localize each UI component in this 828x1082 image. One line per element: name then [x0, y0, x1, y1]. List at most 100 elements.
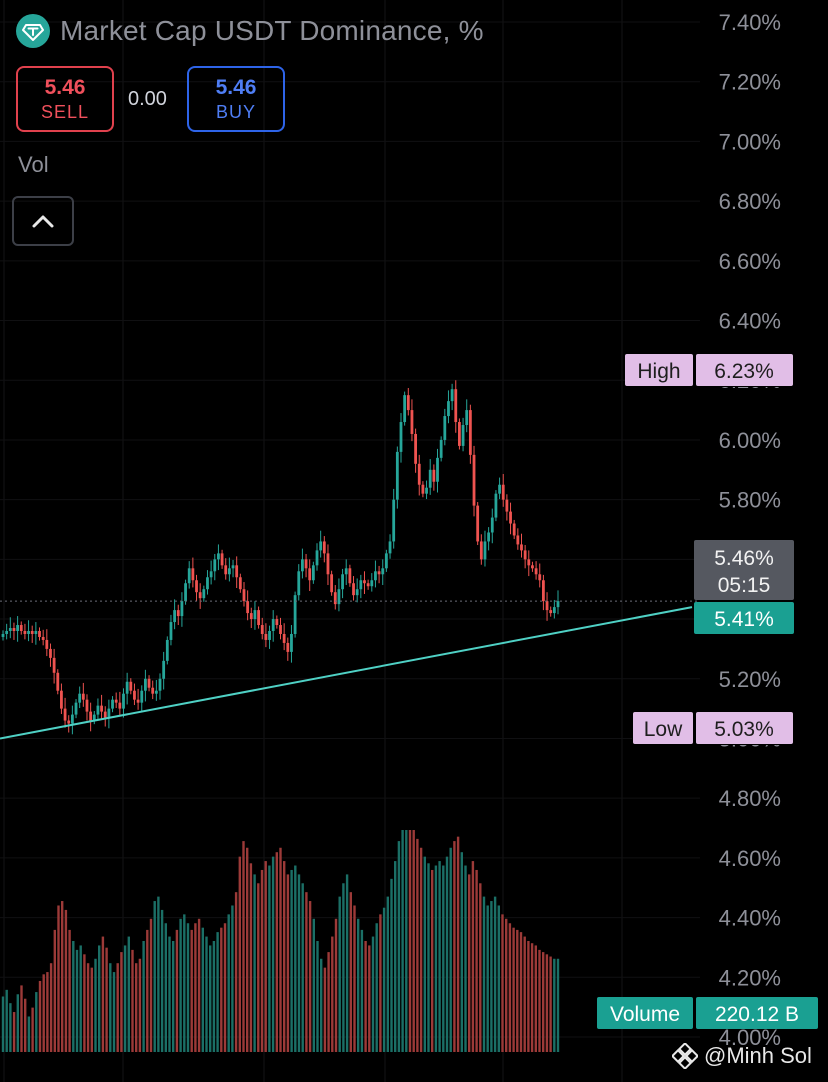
- sell-button[interactable]: 5.46 SELL: [16, 66, 114, 132]
- candle-body: [531, 565, 534, 569]
- y-tick-label: 7.00%: [719, 129, 781, 154]
- candle: [541, 574, 545, 611]
- volume-bar: [357, 918, 360, 1052]
- y-tick-label: 4.00%: [719, 1025, 781, 1050]
- candle: [60, 683, 63, 714]
- volume-bar: [220, 927, 223, 1052]
- volume-bar: [434, 865, 438, 1052]
- volume-bar: [42, 974, 45, 1052]
- y-tick-label: 6.00%: [719, 428, 781, 453]
- candle-body: [468, 410, 472, 455]
- candle-body: [38, 631, 41, 637]
- trendline[interactable]: [0, 606, 693, 740]
- candle: [118, 691, 122, 716]
- buy-button[interactable]: 5.46 BUY: [187, 66, 285, 132]
- candle: [468, 404, 472, 464]
- candle: [41, 629, 45, 646]
- candle: [439, 436, 443, 462]
- candle: [180, 592, 184, 627]
- volume-bar: [468, 874, 471, 1052]
- candle-body: [436, 457, 439, 482]
- candle-body: [352, 583, 355, 596]
- candle-body: [147, 678, 151, 688]
- volume-bar: [349, 892, 352, 1052]
- candle-body: [129, 681, 133, 691]
- candle-body: [41, 636, 45, 640]
- candle-body: [322, 541, 326, 554]
- buy-label: BUY: [215, 101, 256, 122]
- candle-body: [217, 553, 220, 560]
- candle: [96, 698, 100, 720]
- candle-body: [253, 610, 257, 620]
- volume-bar: [305, 892, 308, 1052]
- candle-body: [472, 454, 476, 506]
- candle-body: [220, 553, 224, 566]
- candle: [461, 417, 465, 452]
- candle: [370, 573, 374, 592]
- volume-bar: [61, 901, 64, 1052]
- y-tick-label: 7.40%: [719, 10, 781, 35]
- volume-bar: [290, 869, 293, 1052]
- candle: [505, 494, 509, 521]
- candle: [92, 711, 96, 725]
- candle-body: [60, 690, 63, 709]
- candle-body: [319, 541, 323, 551]
- candle-body: [235, 565, 239, 578]
- collapse-indicators-button[interactable]: [12, 196, 74, 246]
- symbol-title[interactable]: Market Cap USDT Dominance, %: [60, 15, 484, 46]
- candle: [556, 590, 560, 615]
- volume-bar: [345, 874, 349, 1052]
- volume-bar: [201, 927, 204, 1052]
- candle: [319, 530, 323, 558]
- candle-body: [509, 511, 512, 524]
- candle-body: [206, 577, 209, 590]
- candle: [363, 571, 366, 594]
- candle-body: [348, 568, 352, 584]
- volume-bar: [168, 936, 171, 1052]
- candle: [395, 446, 399, 509]
- trendline-price-badge: 5.41%: [694, 602, 794, 634]
- candle-body: [70, 714, 74, 724]
- candle-body: [512, 523, 516, 536]
- volume-bar: [157, 896, 160, 1052]
- candle: [260, 617, 264, 640]
- candle: [428, 459, 432, 495]
- candle: [333, 585, 337, 610]
- candle: [286, 637, 290, 661]
- candle: [231, 559, 235, 578]
- volume-bar: [120, 952, 123, 1052]
- volume-bar: [90, 967, 93, 1052]
- candle: [268, 625, 271, 649]
- volume-bar: [416, 838, 419, 1052]
- candle: [355, 578, 359, 603]
- volume-bar: [209, 945, 212, 1052]
- volume-bar: [242, 841, 245, 1052]
- candle-body: [27, 631, 30, 634]
- volume-bar: [545, 954, 549, 1052]
- candle: [534, 561, 538, 580]
- candle-body: [403, 395, 407, 423]
- volume-bar: [46, 972, 49, 1052]
- volume-bars: [1, 830, 560, 1052]
- candle-body: [34, 631, 38, 634]
- y-tick-label: 6.40%: [719, 309, 781, 334]
- candle: [206, 570, 209, 595]
- candle-body: [395, 451, 399, 500]
- volume-indicator-label[interactable]: Vol: [18, 152, 49, 177]
- candle: [173, 599, 177, 630]
- volume-bar: [105, 947, 108, 1052]
- candle: [377, 565, 381, 584]
- volume-bar: [194, 923, 197, 1052]
- volume-bar: [316, 941, 319, 1052]
- candle: [213, 553, 217, 581]
- candle: [165, 636, 169, 665]
- candle-body: [56, 672, 60, 691]
- volume-bar: [142, 941, 145, 1052]
- candle: [85, 694, 89, 721]
- candle: [472, 445, 476, 517]
- volume-bar: [386, 896, 389, 1052]
- candle: [443, 408, 447, 446]
- candle-body: [92, 714, 96, 721]
- volume-bar: [216, 932, 219, 1052]
